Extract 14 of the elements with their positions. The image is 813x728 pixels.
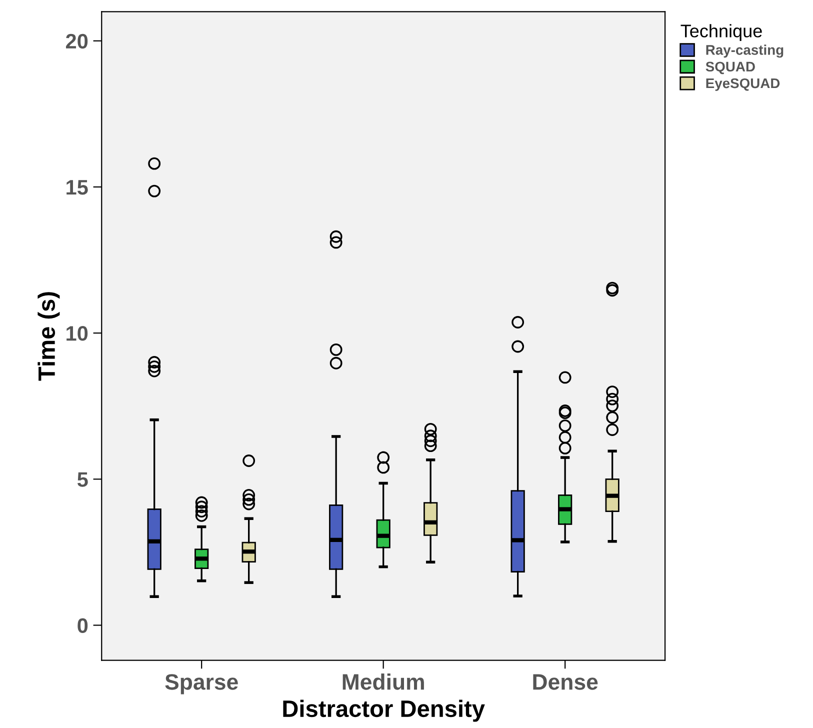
y-tick-label: 5 — [77, 472, 88, 487]
y-tick-label: 20 — [66, 34, 88, 49]
y-tick-label: 10 — [66, 326, 88, 341]
x-axis-title: Distractor Density — [283, 700, 485, 722]
x-tick-label: Medium — [342, 673, 424, 690]
legend-title: Technique — [680, 24, 762, 41]
legend-label: EyeSQUAD — [706, 78, 780, 91]
legend-label: SQUAD — [706, 62, 755, 74]
y-tick-label: 15 — [66, 180, 88, 195]
y-axis-title: Time (s) — [38, 292, 60, 381]
y-tick-label: 0 — [78, 618, 88, 633]
x-tick-label: Dense — [533, 674, 598, 690]
legend-label: Ray-casting — [706, 44, 784, 58]
x-tick-label: Sparse — [165, 674, 238, 694]
